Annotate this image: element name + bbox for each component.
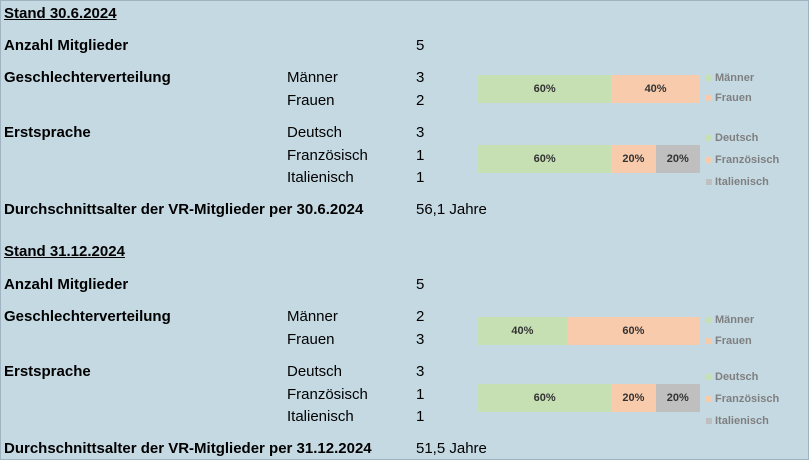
legend-item: Französisch — [706, 392, 779, 406]
section1-age-value: 56,1 Jahre — [416, 201, 487, 218]
section1-lang-row-it-value: 1 — [416, 169, 425, 186]
section1-gender-bar: 60% 40% — [478, 75, 700, 103]
legend-swatch — [706, 317, 712, 324]
section1-members-value: 5 — [416, 37, 425, 54]
legend-label: Männer — [715, 72, 755, 84]
legend-swatch — [706, 418, 712, 425]
bar-segment: 20% — [611, 145, 656, 173]
legend-label: Männer — [715, 314, 755, 326]
section2-lang-row-de-label: Deutsch — [287, 363, 343, 380]
section2-gender-row-women-value: 3 — [416, 331, 425, 348]
legend-swatch — [706, 95, 712, 102]
bar-segment: 40% — [611, 75, 700, 103]
legend-label: Französisch — [715, 154, 780, 166]
section2-gender-row-men-value: 2 — [416, 308, 425, 325]
section1-lang-legend: Deutsch Französisch Italienisch — [706, 131, 806, 191]
legend-label: Frauen — [715, 92, 752, 104]
legend-swatch — [706, 157, 712, 164]
section2-lang-bar: 60% 20% 20% — [478, 384, 700, 412]
legend-swatch — [706, 374, 712, 381]
section1-lang-bar: 60% 20% 20% — [478, 145, 700, 173]
legend-swatch — [706, 338, 712, 345]
legend-label: Deutsch — [715, 371, 759, 383]
section1-gender-legend: Männer Frauen — [706, 71, 796, 111]
legend-item: Frauen — [706, 91, 752, 105]
section1-lang-row-de-value: 3 — [416, 124, 425, 141]
legend-item: Männer — [706, 71, 754, 85]
legend-item: Deutsch — [706, 370, 758, 384]
legend-swatch — [706, 135, 712, 142]
bar-segment: 20% — [655, 145, 700, 173]
legend-item: Italienisch — [706, 414, 769, 428]
bar-segment: 60% — [566, 317, 700, 345]
section2-lang-label: Erstsprache — [4, 363, 91, 380]
legend-label: Italienisch — [715, 176, 769, 188]
section2-age-value: 51,5 Jahre — [416, 440, 487, 457]
section1-members-label: Anzahl Mitglieder — [4, 37, 129, 54]
bar-segment: 20% — [655, 384, 700, 412]
section1-lang-row-de-label: Deutsch — [287, 124, 343, 141]
section1-lang-row-fr-label: Französisch — [287, 147, 368, 164]
section2-lang-row-it-value: 1 — [416, 408, 425, 425]
legend-swatch — [706, 396, 712, 403]
legend-label: Frauen — [715, 335, 752, 347]
section1-age-label: Durchschnittsalter der VR-Mitglieder per… — [4, 201, 364, 218]
section2-gender-row-women-label: Frauen — [287, 331, 335, 348]
section2-heading: Stand 31.12.2024 — [4, 243, 125, 260]
section1-heading: Stand 30.6.2024 — [4, 5, 117, 22]
section2-lang-row-fr-value: 1 — [416, 386, 425, 403]
section2-gender-bar: 40% 60% — [478, 317, 700, 345]
section2-members-label: Anzahl Mitglieder — [4, 276, 129, 293]
legend-item: Italienisch — [706, 175, 769, 189]
section2-lang-row-fr-label: Französisch — [287, 386, 368, 403]
section2-members-value: 5 — [416, 276, 425, 293]
legend-item: Französisch — [706, 153, 779, 167]
section1-lang-row-fr-value: 1 — [416, 147, 425, 164]
section1-gender-row-women-value: 2 — [416, 92, 425, 109]
legend-item: Frauen — [706, 334, 752, 348]
bar-segment: 60% — [478, 145, 612, 173]
legend-label: Französisch — [715, 393, 780, 405]
bar-segment: 40% — [478, 317, 567, 345]
legend-label: Deutsch — [715, 132, 759, 144]
bar-segment: 60% — [478, 384, 612, 412]
section2-lang-legend: Deutsch Französisch Italienisch — [706, 370, 806, 430]
bar-segment: 20% — [611, 384, 656, 412]
section2-lang-row-it-label: Italienisch — [287, 408, 354, 425]
section2-gender-label: Geschlechterverteilung — [4, 308, 171, 325]
bar-segment: 60% — [478, 75, 612, 103]
section1-gender-row-women-label: Frauen — [287, 92, 335, 109]
section1-lang-row-it-label: Italienisch — [287, 169, 354, 186]
section2-lang-row-de-value: 3 — [416, 363, 425, 380]
legend-label: Italienisch — [715, 415, 769, 427]
section1-lang-label: Erstsprache — [4, 124, 91, 141]
section1-gender-row-men-label: Männer — [287, 69, 338, 86]
section1-gender-row-men-value: 3 — [416, 69, 425, 86]
section2-gender-legend: Männer Frauen — [706, 313, 796, 353]
legend-item: Deutsch — [706, 131, 758, 145]
legend-swatch — [706, 179, 712, 186]
section1-gender-label: Geschlechterverteilung — [4, 69, 171, 86]
section2-gender-row-men-label: Männer — [287, 308, 338, 325]
section2-age-label: Durchschnittsalter der VR-Mitglieder per… — [4, 440, 372, 457]
legend-swatch — [706, 75, 712, 82]
legend-item: Männer — [706, 313, 754, 327]
